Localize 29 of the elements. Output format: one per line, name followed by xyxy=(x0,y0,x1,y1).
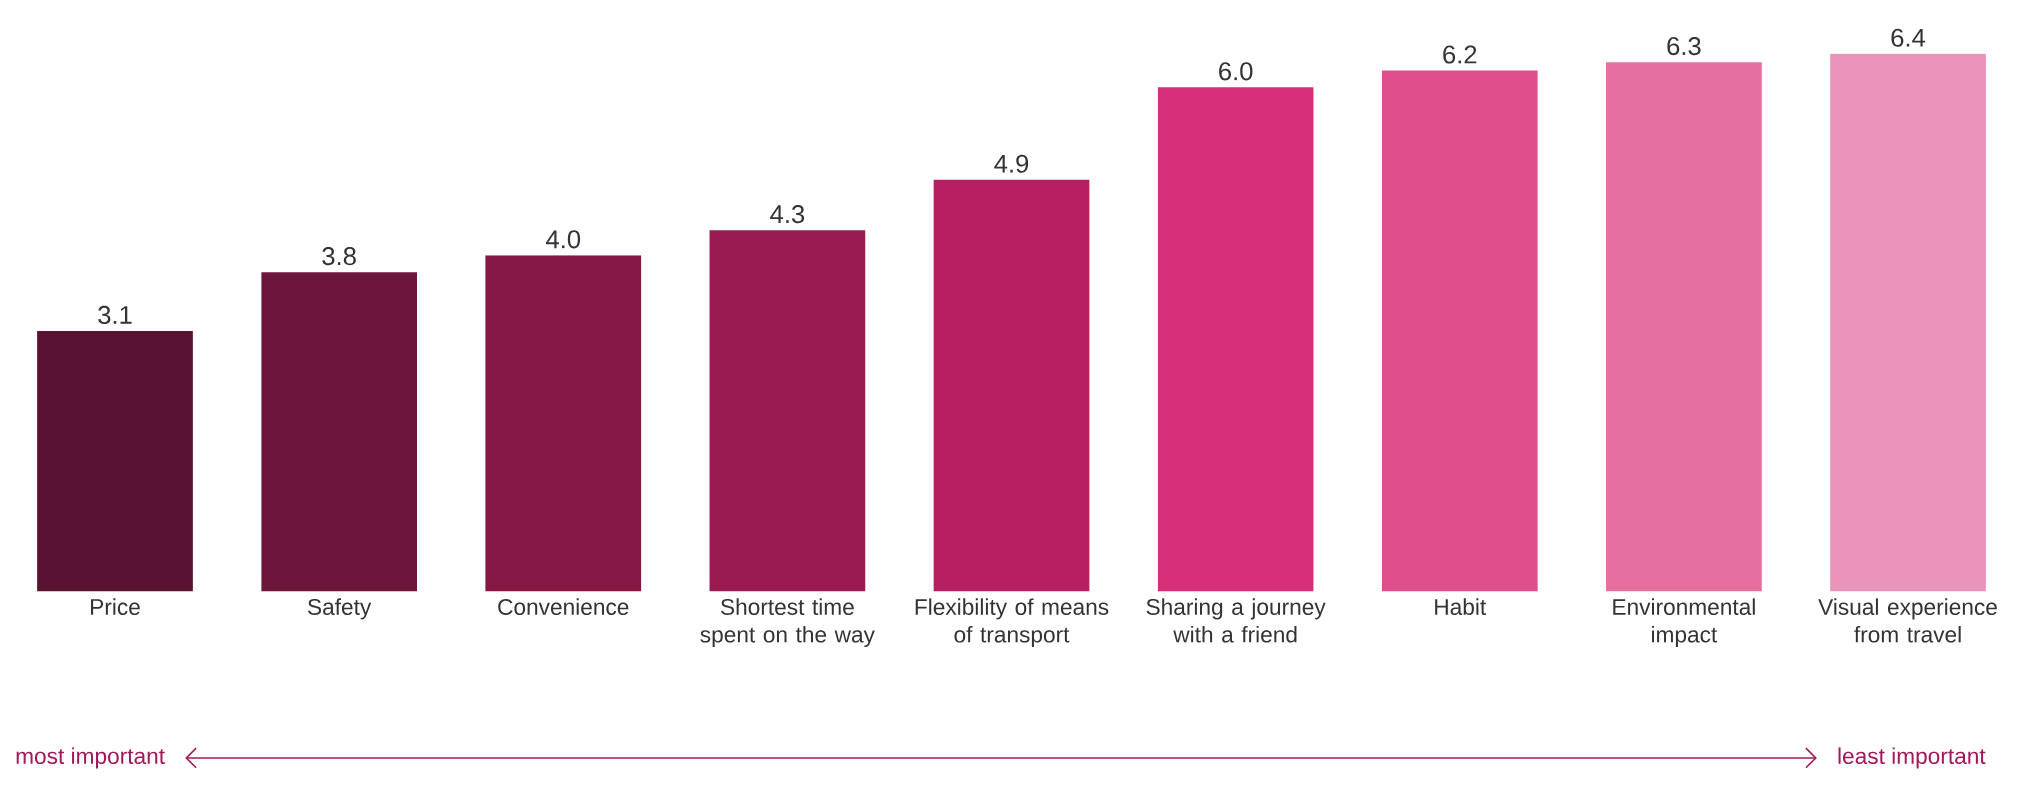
bar xyxy=(1606,62,1762,592)
bar xyxy=(933,179,1090,592)
x-tick-label: Convenience xyxy=(498,598,629,616)
data-label: 4.9 xyxy=(994,154,1029,174)
x-tick-label: Shortest time spent on the way xyxy=(700,598,875,648)
bar xyxy=(485,255,642,592)
bar xyxy=(37,331,193,592)
data-label: 3.1 xyxy=(98,306,132,325)
data-label: 3.8 xyxy=(322,247,356,266)
data-label: 6.2 xyxy=(1443,45,1477,64)
x-tick-label: Environmental impact xyxy=(1613,598,1755,648)
bar xyxy=(261,272,417,592)
x-tick-label: Safety xyxy=(308,598,372,620)
data-label: 4.3 xyxy=(770,205,805,224)
x-tick-label: Visual experience from travel xyxy=(1818,598,1997,643)
bar xyxy=(709,230,866,592)
x-tick-label: Price xyxy=(91,598,140,616)
x-tick-label: Sharing a journey with a friend xyxy=(1146,598,1326,643)
x-tick-label: Flexibility of means of transport xyxy=(915,598,1109,648)
x-tick-label: Habit xyxy=(1435,598,1487,616)
bar xyxy=(1157,87,1314,592)
text: most important xyxy=(16,747,165,769)
text: least important xyxy=(1838,747,1986,769)
bar xyxy=(1381,70,1538,592)
bar xyxy=(1830,53,1986,592)
data-label: 6.3 xyxy=(1667,37,1701,56)
data-label: 6.0 xyxy=(1219,62,1253,81)
data-label: 4.0 xyxy=(546,230,581,249)
data-label: 6.4 xyxy=(1891,28,1926,48)
